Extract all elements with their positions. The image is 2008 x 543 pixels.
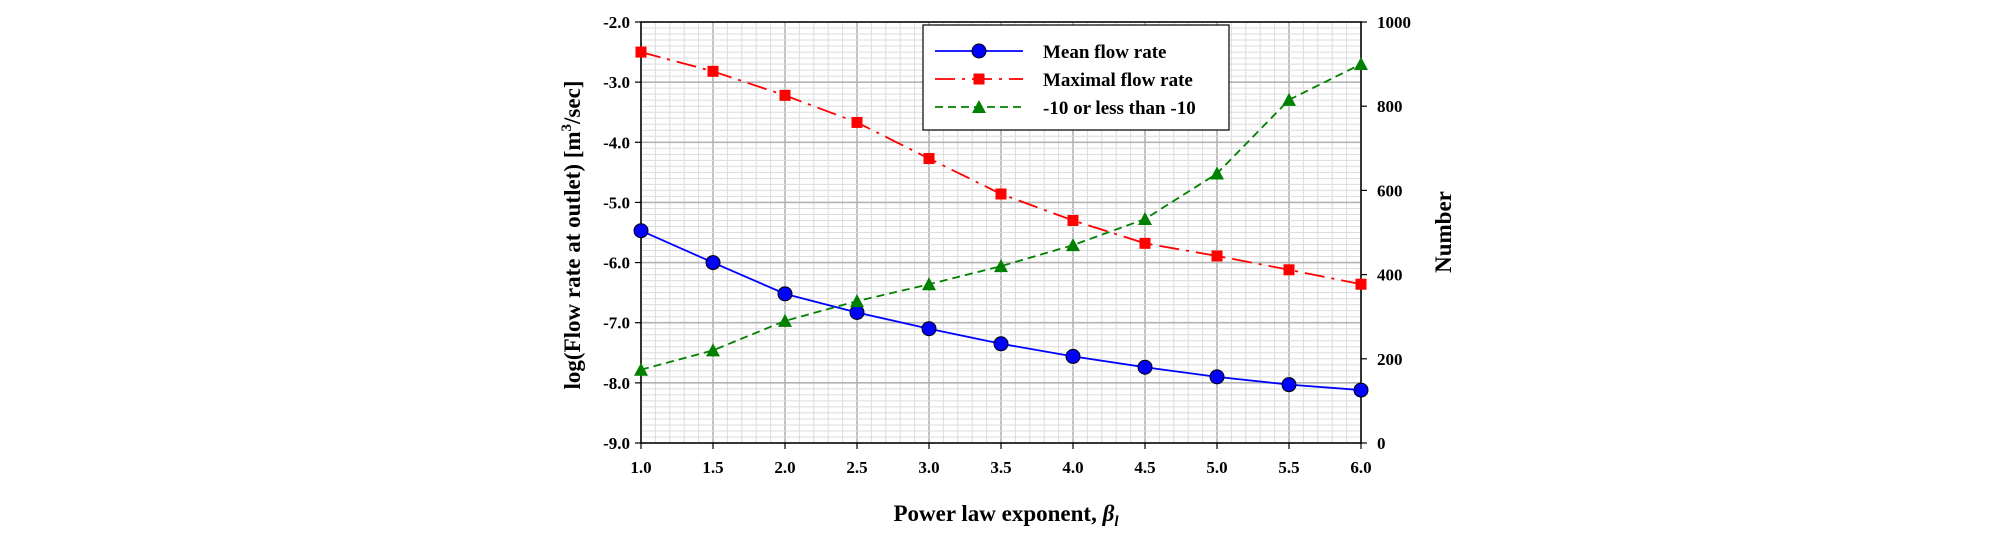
data-point [1354, 57, 1368, 71]
data-point [922, 277, 936, 291]
y-left-tick-label: -2.0 [603, 13, 630, 32]
x-axis-label-symbol: β [1102, 501, 1115, 526]
series-1 [633, 223, 1369, 398]
data-point [706, 343, 720, 357]
series-layer [633, 46, 1369, 398]
grid [640, 21, 1362, 444]
y-left-tick-label: -7.0 [603, 314, 630, 333]
y-left-tick-label: -9.0 [603, 434, 630, 453]
data-point [851, 116, 863, 128]
x-tick-label: 4.5 [1134, 458, 1155, 477]
data-point [778, 313, 792, 327]
y-left-tick-label: -5.0 [603, 193, 630, 212]
y-right-axis-label: Number [1431, 191, 1456, 273]
data-point [993, 336, 1009, 352]
data-point [1065, 348, 1081, 364]
y-left-tick-label: -3.0 [603, 73, 630, 92]
legend-label: Mean flow rate [1043, 42, 1166, 63]
y-left-axis-label-sup: 3 [559, 124, 575, 132]
data-point [635, 46, 647, 58]
data-point [1067, 214, 1079, 226]
data-point [1139, 237, 1151, 249]
x-tick-label: 6.0 [1350, 458, 1371, 477]
legend-entry: Mean flow rate [935, 42, 1166, 63]
y-right-tick-label: 400 [1377, 266, 1403, 285]
series-3 [634, 57, 1368, 376]
x-axis-label-sub: l [1114, 514, 1119, 530]
data-point [1283, 264, 1295, 276]
y-left-tick-label: -4.0 [603, 133, 630, 152]
data-point [1209, 369, 1225, 385]
y-right-tick-label: 200 [1377, 350, 1403, 369]
legend-swatch-marker [971, 43, 987, 59]
y-right-tick-label: 600 [1377, 181, 1403, 200]
data-point [1137, 359, 1153, 375]
x-tick-label: 1.5 [702, 458, 723, 477]
x-tick-label: 2.0 [774, 458, 795, 477]
data-point [633, 223, 649, 239]
x-tick-label: 5.5 [1278, 458, 1299, 477]
legend-swatch-marker [973, 73, 985, 85]
legend-swatch-marker [972, 100, 986, 113]
y-left-axis-label: log(Flow rate at outlet) [m3/sec] [559, 81, 585, 390]
legend: Mean flow rate Maximal flow rate -10 or le… [922, 24, 1230, 131]
x-tick-label: 4.0 [1062, 458, 1083, 477]
data-point [1138, 212, 1152, 225]
x-tick-label: 2.5 [846, 458, 867, 477]
series-2 [635, 46, 1367, 290]
legend-entry: Maximal flow rate [935, 70, 1193, 91]
legend-label: Maximal flow rate [1043, 70, 1193, 91]
x-tick-label: 3.0 [918, 458, 939, 477]
data-point [1210, 166, 1224, 180]
y-left-tick-label: -8.0 [603, 374, 630, 393]
y-left-axis-label-main: log(Flow rate at outlet) [m [560, 131, 585, 389]
x-tick-label: 1.0 [630, 458, 651, 477]
data-point [923, 153, 935, 165]
data-point [1282, 92, 1296, 106]
data-point [1355, 278, 1367, 290]
data-point [1066, 238, 1080, 252]
data-point [1211, 250, 1223, 262]
y-left-tick-labels: -9.0 -8.0 -7.0 -6.0 -5.0 -4.0 -3.0 -2.0 [603, 13, 630, 453]
data-point [849, 304, 865, 320]
x-axis-label-main: Power law exponent, [893, 501, 1102, 526]
y-right-tick-label: 1000 [1377, 13, 1411, 32]
y-right-tick-labels: 0 200 400 600 800 1000 [1377, 13, 1411, 453]
axis-ticks [635, 21, 1367, 449]
x-tick-label: 5.0 [1206, 458, 1227, 477]
legend-entry: -10 or less than -10 [935, 98, 1196, 119]
data-point [995, 188, 1007, 200]
legend-label: -10 or less than -10 [1043, 98, 1196, 119]
data-point [994, 259, 1008, 273]
data-point [777, 286, 793, 302]
data-point [921, 321, 937, 337]
data-point [1281, 377, 1297, 393]
x-axis-label: Power law exponent, βl [893, 501, 1119, 530]
data-point [705, 255, 721, 271]
y-left-axis-label-end: /sec] [560, 81, 585, 125]
x-tick-labels: 1.0 1.5 2.0 2.5 3.0 3.5 4.0 4.5 5.0 5.5 6.0 [630, 458, 1371, 477]
x-tick-label: 3.5 [990, 458, 1011, 477]
y-right-tick-label: 0 [1377, 434, 1386, 453]
data-point [850, 294, 864, 308]
y-left-tick-label: -6.0 [603, 254, 630, 273]
y-right-tick-label: 800 [1377, 97, 1403, 116]
data-point [1353, 382, 1369, 398]
data-point [634, 362, 648, 376]
data-point [707, 65, 719, 77]
data-point [779, 89, 791, 101]
